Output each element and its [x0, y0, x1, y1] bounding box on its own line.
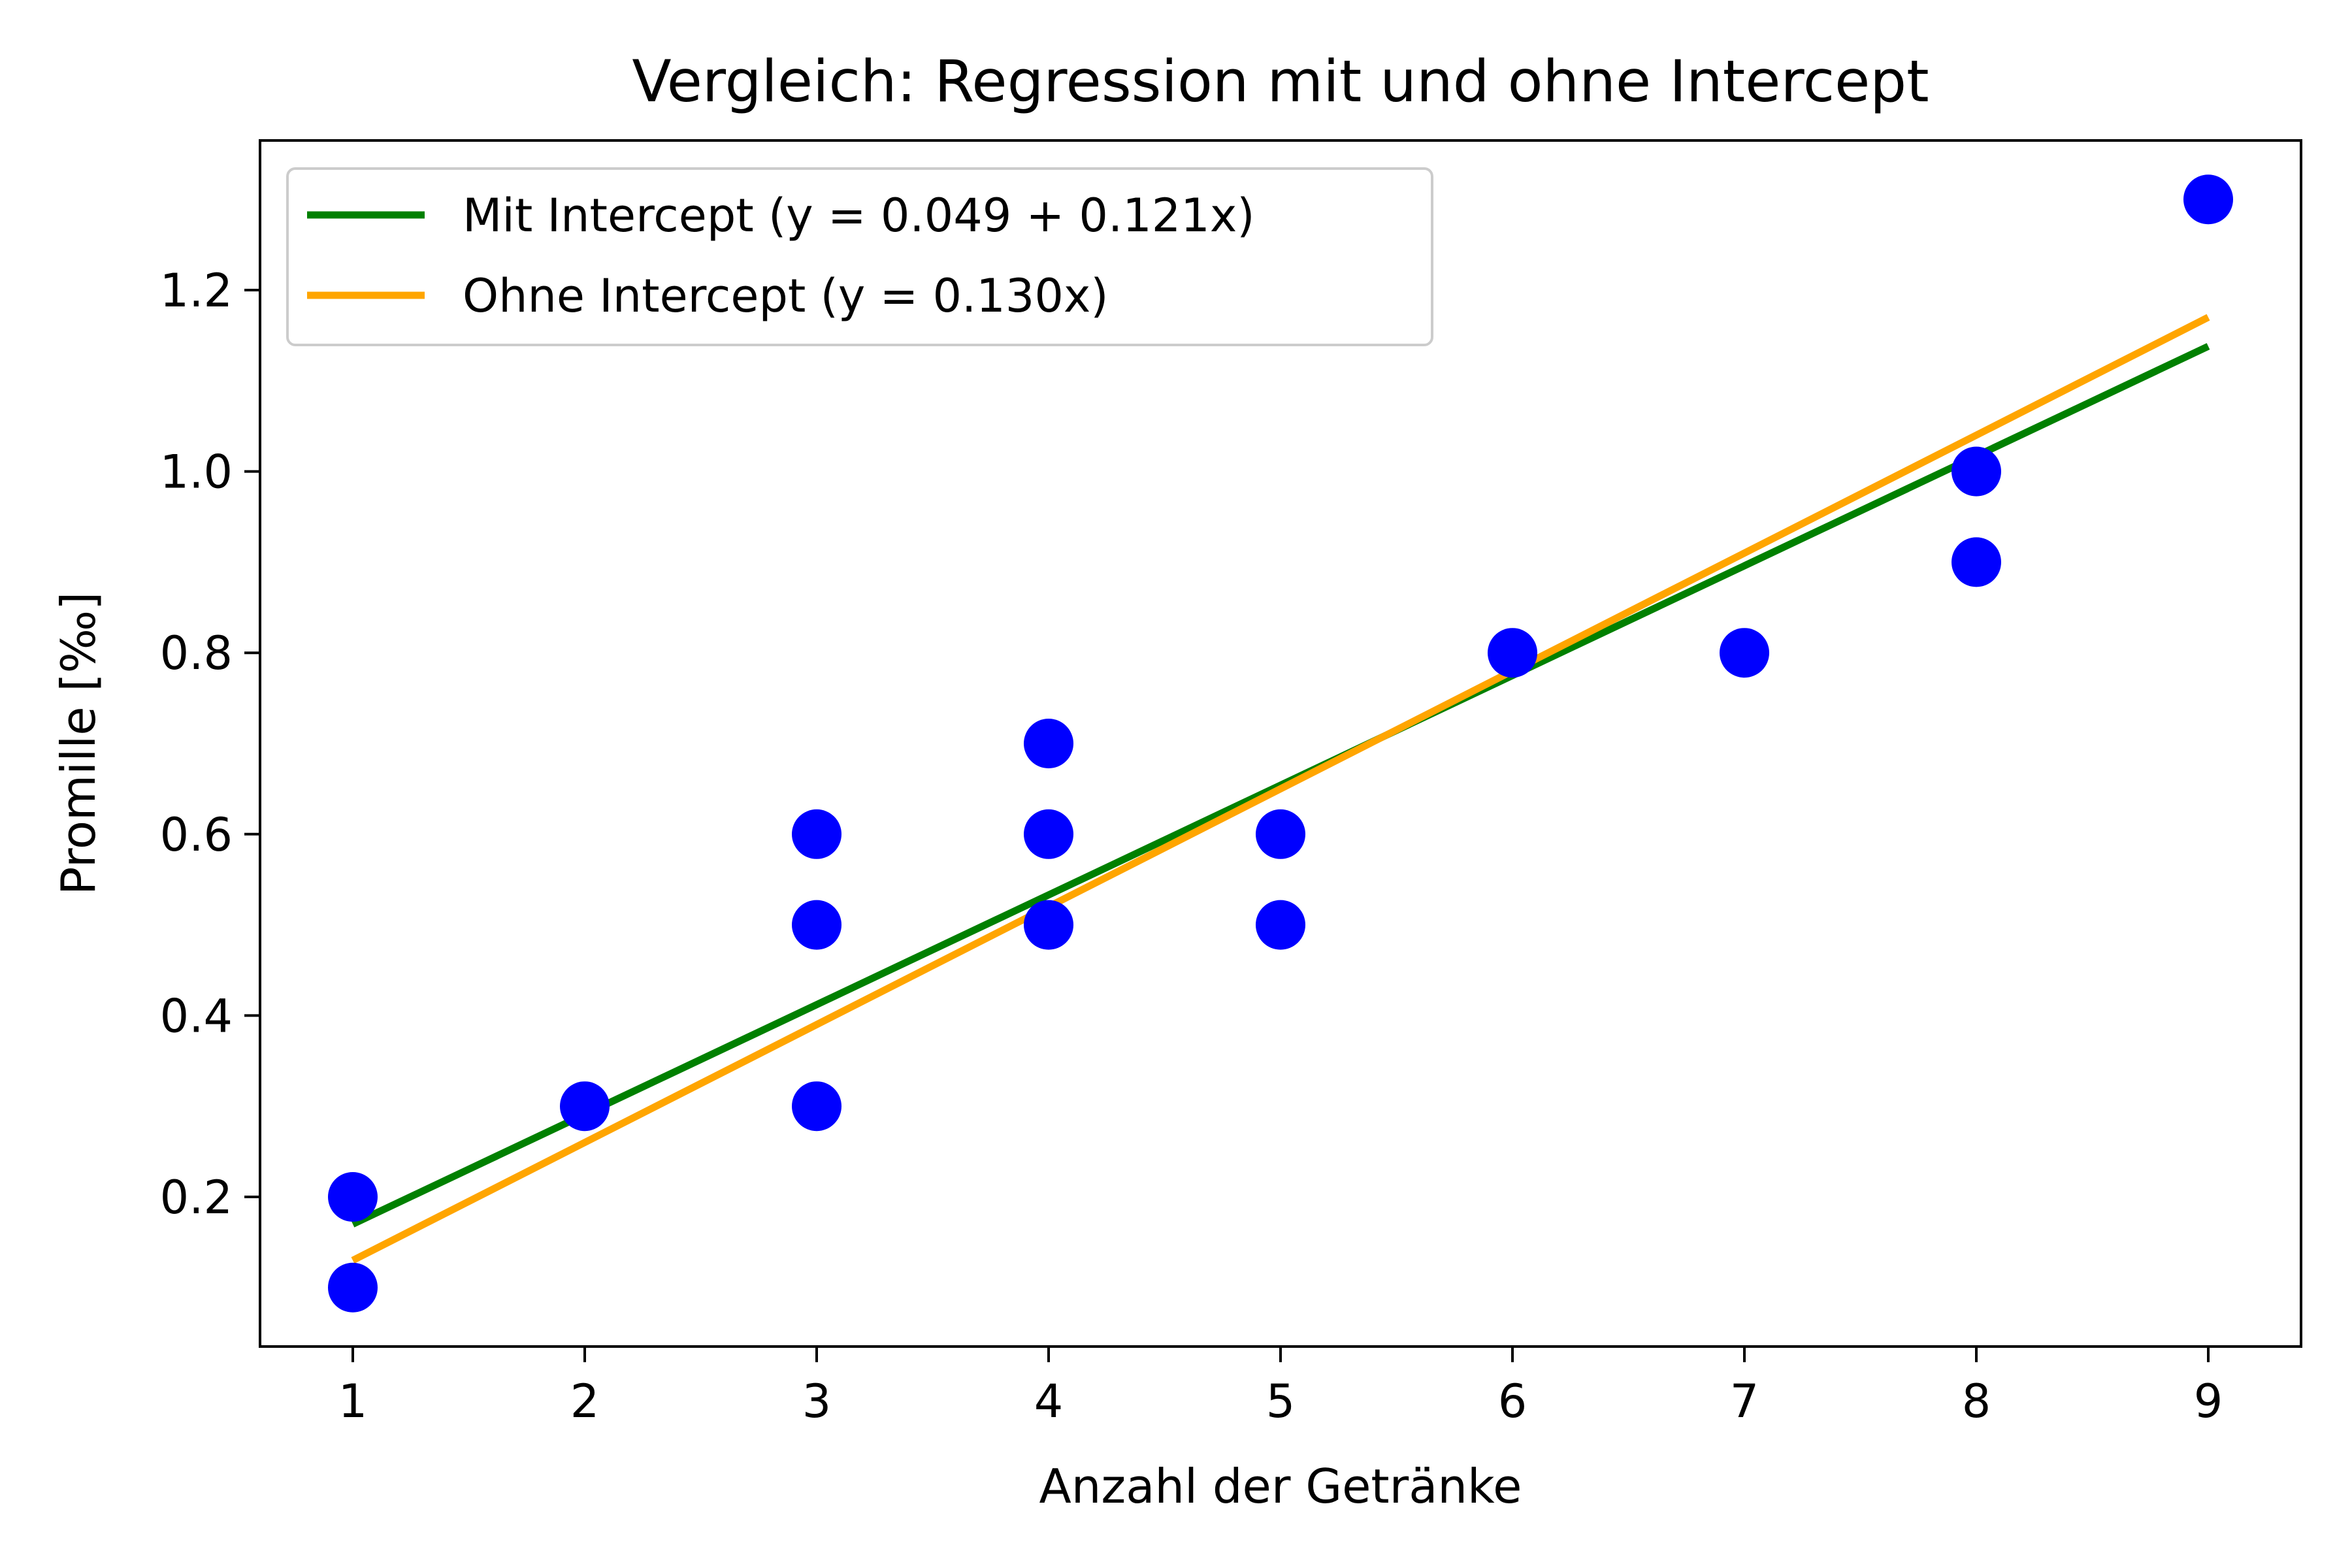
- data-point: [1024, 900, 1073, 950]
- x-tick-label: 6: [1498, 1375, 1527, 1428]
- data-point: [1256, 809, 1305, 859]
- x-tick-label: 8: [1962, 1375, 1991, 1428]
- data-point: [328, 1262, 378, 1313]
- y-axis-label: Promille [‰]: [51, 592, 106, 895]
- data-point: [792, 809, 841, 859]
- x-tick-label: 4: [1034, 1375, 1064, 1428]
- y-tick-label: 1.0: [160, 446, 233, 499]
- data-point: [2183, 174, 2233, 225]
- x-tick-label: 2: [570, 1375, 600, 1428]
- x-tick-label: 3: [802, 1375, 832, 1428]
- data-point: [1720, 628, 1769, 678]
- y-tick-label: 0.4: [160, 989, 233, 1043]
- y-axis: 0.2 0.4 0.6 0.8 1.0 1.2: [160, 264, 260, 1224]
- x-tick-label: 5: [1266, 1375, 1296, 1428]
- x-tick-label: 7: [1730, 1375, 1759, 1428]
- data-point: [1488, 628, 1537, 678]
- legend: Mit Intercept (y = 0.049 + 0.121x) Ohne I…: [286, 167, 1433, 346]
- x-axis-label: Anzahl der Getränke: [1039, 1459, 1522, 1514]
- data-point: [1024, 809, 1073, 859]
- data-point: [792, 900, 841, 950]
- data-point: [792, 1081, 841, 1132]
- y-tick-label: 0.2: [160, 1171, 233, 1224]
- y-tick-label: 1.2: [160, 264, 233, 318]
- x-tick-label: 9: [2194, 1375, 2223, 1428]
- y-tick-label: 0.8: [160, 627, 233, 680]
- data-point: [1256, 900, 1305, 950]
- plot-area: [328, 174, 2233, 1313]
- x-tick-label: 1: [338, 1375, 368, 1428]
- data-point: [1952, 446, 2001, 497]
- data-point: [328, 1171, 378, 1222]
- legend-frame: [286, 167, 1433, 346]
- chart-title: Vergleich: Regression mit und ohne Inter…: [632, 48, 1929, 115]
- y-tick-label: 0.6: [160, 808, 233, 862]
- regression-line-1: [351, 314, 2210, 1264]
- data-point: [560, 1081, 610, 1132]
- legend-label-0: Mit Intercept (y = 0.049 + 0.121x): [463, 189, 1255, 242]
- data-point: [1024, 719, 1073, 768]
- legend-label-1: Ohne Intercept (y = 0.130x): [463, 269, 1109, 323]
- x-axis: 1 2 3 4 5 6 7 8 9: [338, 1347, 2223, 1428]
- data-point: [1952, 537, 2001, 587]
